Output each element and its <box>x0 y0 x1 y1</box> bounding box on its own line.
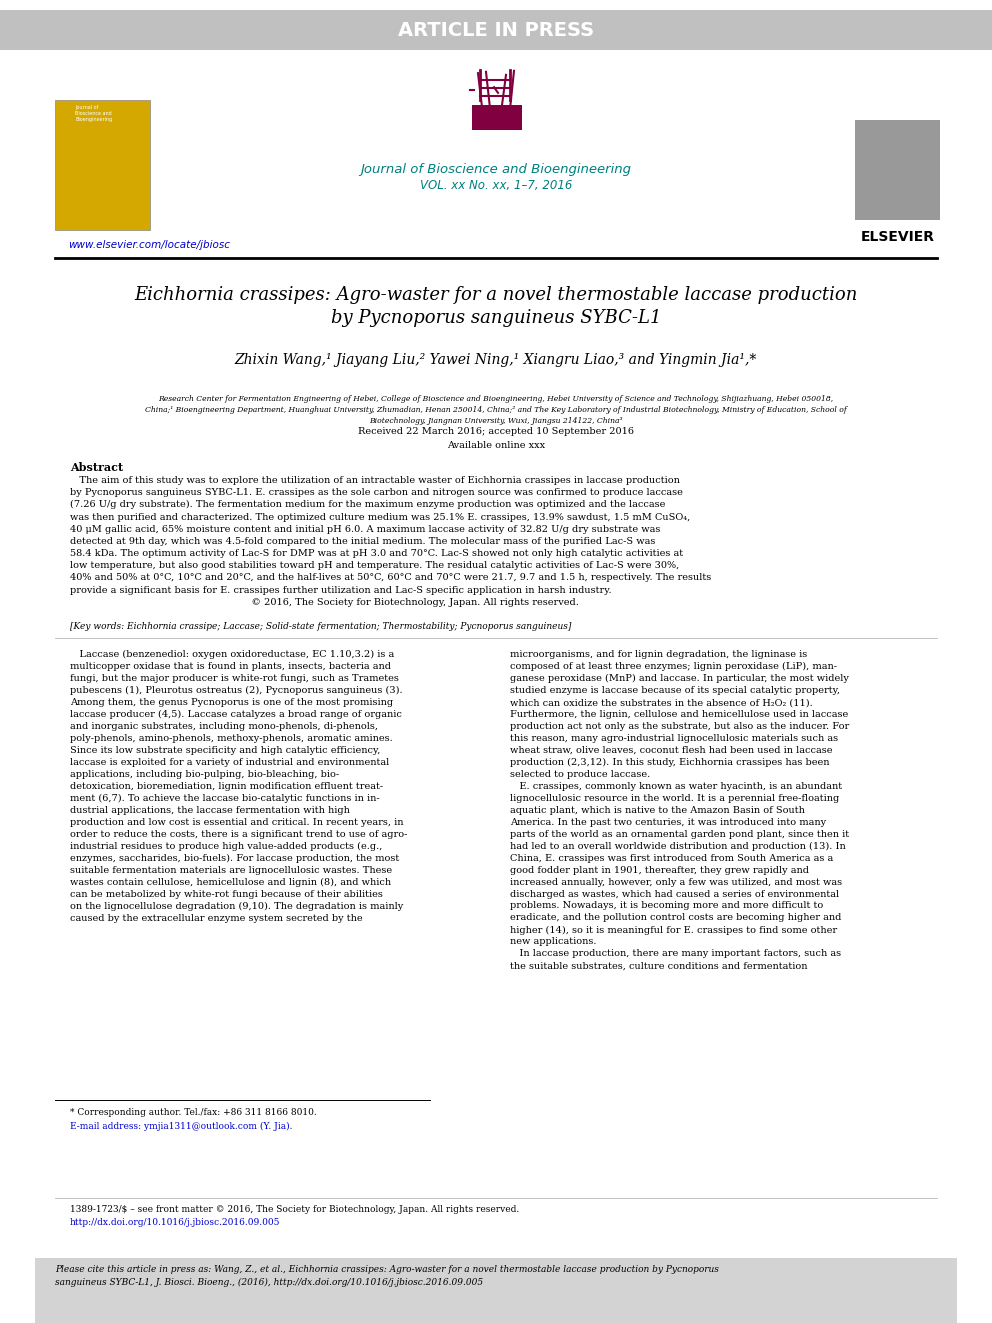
Text: VOL. xx No. xx, 1–7, 2016: VOL. xx No. xx, 1–7, 2016 <box>420 179 572 192</box>
Text: Research Center for Fermentation Engineering of Hebei, College of Bioscience and: Research Center for Fermentation Enginee… <box>145 396 847 425</box>
Text: Journal of
Bioscience and
Bioengineering: Journal of Bioscience and Bioengineering <box>75 105 112 122</box>
FancyBboxPatch shape <box>0 11 992 50</box>
Text: Laccase (benzenediol: oxygen oxidoreductase, EC 1.10,3.2) is a
multicopper oxida: Laccase (benzenediol: oxygen oxidoreduct… <box>70 650 408 923</box>
Text: microorganisms, and for lignin degradation, the ligninase is
composed of at leas: microorganisms, and for lignin degradati… <box>510 650 849 970</box>
Text: www.elsevier.com/locate/jbiosc: www.elsevier.com/locate/jbiosc <box>68 239 230 250</box>
Text: Received 22 March 2016; accepted 10 September 2016: Received 22 March 2016; accepted 10 Sept… <box>358 427 634 437</box>
Text: E-mail address: ymjia1311@outlook.com (Y. Jia).: E-mail address: ymjia1311@outlook.com (Y… <box>70 1122 293 1131</box>
Text: Eichhornia crassipes: Agro-waster for a novel thermostable laccase production: Eichhornia crassipes: Agro-waster for a … <box>134 286 858 304</box>
Text: Available online xxx: Available online xxx <box>447 442 545 451</box>
Text: * Corresponding author. Tel./fax: +86 311 8166 8010.: * Corresponding author. Tel./fax: +86 31… <box>70 1107 316 1117</box>
Text: The aim of this study was to explore the utilization of an intractable waster of: The aim of this study was to explore the… <box>70 476 711 607</box>
Text: Journal of Bioscience and Bioengineering: Journal of Bioscience and Bioengineering <box>360 164 632 176</box>
Text: Zhixin Wang,¹ Jiayang Liu,² Yawei Ning,¹ Xiangru Liao,³ and Yingmin Jia¹,*: Zhixin Wang,¹ Jiayang Liu,² Yawei Ning,¹… <box>235 353 757 366</box>
Text: Abstract: Abstract <box>70 462 123 474</box>
FancyBboxPatch shape <box>855 120 940 220</box>
Text: ARTICLE IN PRESS: ARTICLE IN PRESS <box>398 20 594 40</box>
FancyBboxPatch shape <box>472 105 522 130</box>
Text: Please cite this article in press as: Wang, Z., et al., Eichhornia crassipes: Ag: Please cite this article in press as: Wa… <box>55 1265 719 1287</box>
Text: ELSEVIER: ELSEVIER <box>861 230 935 243</box>
FancyBboxPatch shape <box>35 1258 957 1323</box>
Text: 1389-1723/$ – see front matter © 2016, The Society for Biotechnology, Japan. All: 1389-1723/$ – see front matter © 2016, T… <box>70 1205 519 1215</box>
FancyBboxPatch shape <box>55 101 150 230</box>
Text: http://dx.doi.org/10.1016/j.jbiosc.2016.09.005: http://dx.doi.org/10.1016/j.jbiosc.2016.… <box>70 1218 281 1226</box>
Text: [Key words: Eichhornia crassipe; Laccase; Solid-state fermentation; Thermostabil: [Key words: Eichhornia crassipe; Laccase… <box>70 622 571 631</box>
Text: by Pycnoporus sanguineus SYBC-L1: by Pycnoporus sanguineus SYBC-L1 <box>330 310 662 327</box>
